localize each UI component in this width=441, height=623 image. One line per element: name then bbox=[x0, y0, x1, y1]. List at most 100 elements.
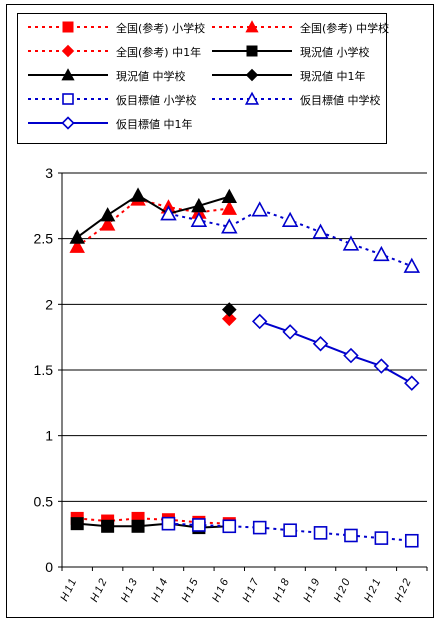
legend-label: 仮目標値 中学校 bbox=[300, 94, 381, 107]
legend-item: 現況値 小学校 bbox=[208, 42, 386, 62]
data-point bbox=[221, 218, 238, 234]
legend-label: 全国(参考) 中1年 bbox=[116, 46, 202, 59]
legend-label: 現況値 小学校 bbox=[300, 46, 370, 59]
data-point bbox=[404, 375, 420, 391]
data-point bbox=[245, 68, 259, 82]
series-line bbox=[77, 517, 230, 525]
legend-label: 全国(参考) 小学校 bbox=[116, 22, 206, 35]
data-point bbox=[99, 216, 116, 231]
x-tick-label: H13 bbox=[119, 575, 141, 604]
legend-item: 現況値 中1年 bbox=[208, 66, 386, 86]
x-tick-label: H21 bbox=[362, 575, 384, 604]
data-point bbox=[130, 187, 146, 202]
data-point bbox=[192, 518, 206, 532]
data-point bbox=[221, 311, 237, 327]
x-tick-label: H12 bbox=[88, 575, 110, 604]
legend-item: 仮目標値 中学校 bbox=[208, 90, 386, 110]
data-point bbox=[221, 188, 238, 204]
data-point bbox=[222, 519, 237, 534]
y-tick-label: 0.5 bbox=[34, 493, 54, 509]
data-point bbox=[62, 93, 74, 105]
x-tick-label: H16 bbox=[210, 575, 232, 604]
legend-swatch bbox=[28, 44, 108, 58]
y-tick-label: 2 bbox=[45, 296, 53, 312]
data-point bbox=[70, 517, 84, 531]
y-tick-label: 3 bbox=[45, 165, 53, 181]
series-3 bbox=[221, 311, 237, 327]
legend-label: 現況値 中1年 bbox=[300, 70, 366, 83]
data-point bbox=[373, 245, 390, 262]
legend-item: 全国(参考) 中学校 bbox=[208, 18, 390, 38]
data-point bbox=[221, 200, 238, 215]
data-point bbox=[252, 520, 267, 535]
y-tick-label: 1 bbox=[45, 428, 53, 444]
data-point bbox=[62, 21, 74, 33]
legend-item: 現況値 中学校 bbox=[24, 66, 202, 86]
x-tick-label: H20 bbox=[332, 575, 354, 604]
legend-swatch bbox=[28, 68, 108, 81]
x-tick-label: H14 bbox=[149, 575, 171, 604]
data-point bbox=[99, 207, 116, 222]
legend-swatch bbox=[28, 116, 108, 130]
legend-swatch bbox=[28, 93, 108, 105]
legend-item: 全国(参考) 中1年 bbox=[24, 42, 202, 62]
legend-label: 現況値 中学校 bbox=[116, 70, 186, 83]
chart-frame bbox=[6, 4, 434, 618]
data-point bbox=[404, 533, 419, 548]
legend-label: 仮目標値 小学校 bbox=[116, 94, 197, 107]
data-point bbox=[403, 257, 421, 273]
data-point bbox=[101, 519, 115, 533]
x-tick-label: H17 bbox=[240, 575, 262, 604]
series-5 bbox=[69, 187, 238, 244]
data-point bbox=[373, 358, 390, 374]
data-point bbox=[61, 68, 75, 81]
data-point bbox=[344, 528, 358, 543]
data-point bbox=[251, 313, 268, 330]
series-8 bbox=[160, 201, 421, 273]
legend-swatch bbox=[212, 68, 292, 82]
series-7 bbox=[161, 516, 419, 548]
data-point bbox=[312, 336, 329, 352]
legend-swatch bbox=[212, 45, 292, 57]
data-point bbox=[245, 20, 259, 33]
data-point bbox=[221, 302, 237, 317]
data-point bbox=[312, 223, 329, 239]
legend-label: 全国(参考) 中学校 bbox=[300, 22, 390, 35]
legend-swatch bbox=[28, 21, 108, 33]
data-point bbox=[69, 229, 85, 244]
y-tick-label: 0 bbox=[45, 559, 53, 575]
legend-item: 仮目標値 中1年 bbox=[24, 114, 202, 134]
data-point bbox=[69, 238, 85, 253]
legend-swatch bbox=[212, 20, 292, 33]
data-point bbox=[343, 347, 359, 364]
x-tick-label: H22 bbox=[393, 575, 415, 604]
x-tick-label: H19 bbox=[301, 575, 323, 604]
data-point bbox=[161, 516, 176, 531]
series-6 bbox=[221, 302, 237, 317]
data-point bbox=[251, 201, 268, 217]
data-point bbox=[61, 44, 75, 58]
data-point bbox=[131, 519, 145, 533]
data-point bbox=[244, 91, 260, 105]
data-point bbox=[342, 235, 360, 251]
data-point bbox=[282, 324, 298, 340]
y-tick-label: 2.5 bbox=[34, 231, 54, 247]
data-point bbox=[190, 211, 208, 227]
series-line bbox=[259, 320, 413, 385]
x-tick-label: H11 bbox=[58, 575, 80, 603]
data-point bbox=[61, 116, 75, 130]
series-9 bbox=[251, 313, 420, 391]
series-line bbox=[76, 198, 230, 248]
y-tick-label: 1.5 bbox=[34, 362, 54, 378]
data-point bbox=[281, 211, 299, 227]
legend: 全国(参考) 小学校 全国(参考) 中学校 全国(参考) 中1年 現況値 小学校 現況値… bbox=[17, 13, 390, 144]
legend-item: 仮目標値 小学校 bbox=[24, 90, 202, 110]
series-line bbox=[77, 522, 230, 529]
data-point bbox=[160, 205, 177, 221]
x-tick-label: H18 bbox=[271, 575, 293, 604]
data-point bbox=[246, 45, 258, 57]
series-line bbox=[76, 194, 230, 239]
legend-label: 仮目標値 中1年 bbox=[116, 118, 193, 131]
data-point bbox=[283, 523, 297, 538]
